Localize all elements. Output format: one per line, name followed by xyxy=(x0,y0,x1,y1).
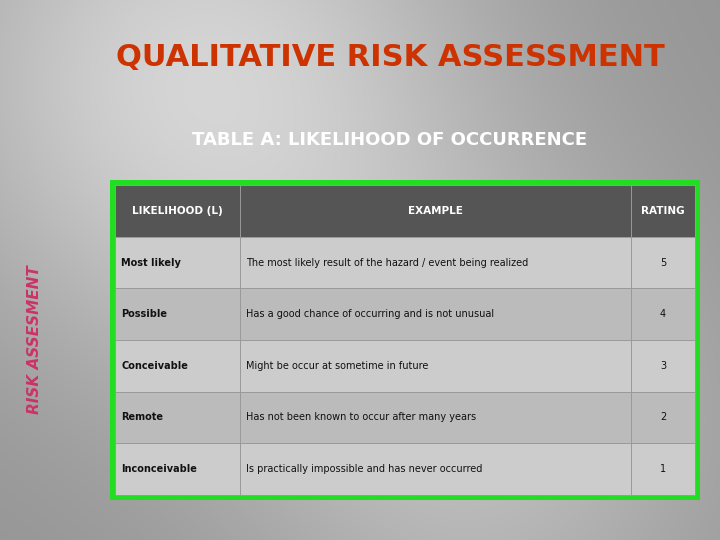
Bar xyxy=(110,180,700,500)
Bar xyxy=(115,443,695,495)
Text: Inconceivable: Inconceivable xyxy=(121,464,197,474)
Text: Conceivable: Conceivable xyxy=(121,361,188,371)
Text: TABLE A: LIKELIHOOD OF OCCURRENCE: TABLE A: LIKELIHOOD OF OCCURRENCE xyxy=(192,131,588,149)
Bar xyxy=(115,237,695,288)
Bar xyxy=(115,185,695,237)
Text: Might be occur at sometime in future: Might be occur at sometime in future xyxy=(246,361,428,371)
Text: 5: 5 xyxy=(660,258,666,267)
Bar xyxy=(115,288,695,340)
Text: 4: 4 xyxy=(660,309,666,319)
Text: QUALITATIVE RISK ASSESSMENT: QUALITATIVE RISK ASSESSMENT xyxy=(116,44,665,72)
Text: Has not been known to occur after many years: Has not been known to occur after many y… xyxy=(246,413,476,422)
Text: Remote: Remote xyxy=(121,413,163,422)
Text: 1: 1 xyxy=(660,464,666,474)
Text: RATING: RATING xyxy=(642,206,685,216)
Text: 3: 3 xyxy=(660,361,666,371)
Text: Has a good chance of occurring and is not unusual: Has a good chance of occurring and is no… xyxy=(246,309,494,319)
Bar xyxy=(115,185,695,495)
Text: LIKELIHOOD (L): LIKELIHOOD (L) xyxy=(132,206,222,216)
Text: RISK ASSESMENT: RISK ASSESMENT xyxy=(27,266,42,414)
Text: The most likely result of the hazard / event being realized: The most likely result of the hazard / e… xyxy=(246,258,528,267)
Text: Most likely: Most likely xyxy=(121,258,181,267)
Text: EXAMPLE: EXAMPLE xyxy=(408,206,463,216)
Text: 2: 2 xyxy=(660,413,666,422)
Bar xyxy=(115,392,695,443)
Text: Possible: Possible xyxy=(121,309,167,319)
Text: Is practically impossible and has never occurred: Is practically impossible and has never … xyxy=(246,464,482,474)
Bar xyxy=(115,340,695,392)
